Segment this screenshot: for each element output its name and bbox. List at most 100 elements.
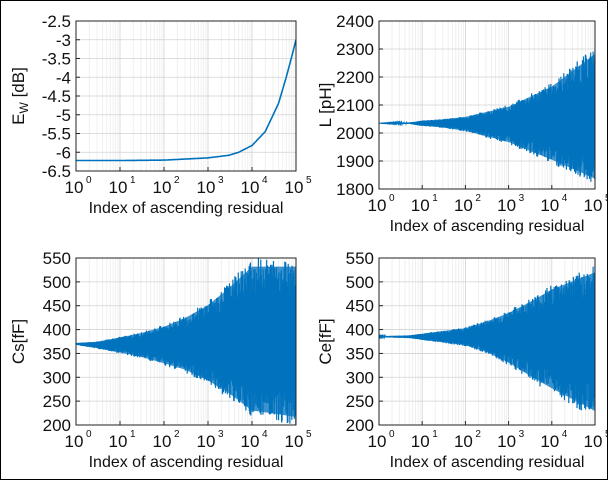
y-axis-label: Cs[fF] <box>9 319 28 364</box>
y-tick-label: -3 <box>56 31 71 50</box>
x-tick-label: 10 <box>285 178 304 197</box>
x-tick-label: 10 <box>109 432 128 451</box>
y-axis-label: EW [dB] <box>9 67 31 125</box>
y-tick-label: 550 <box>43 249 71 268</box>
y-tick-label: 2400 <box>336 12 374 31</box>
x-tick-exponent: 0 <box>389 429 395 440</box>
series-envelope <box>379 272 595 411</box>
x-tick-label: 10 <box>584 196 603 215</box>
x-tick-exponent: 3 <box>519 193 525 204</box>
y-tick-label: -5.5 <box>42 125 71 144</box>
axes-box <box>378 257 596 426</box>
y-tick-label: -6 <box>56 143 71 162</box>
x-tick-label: 10 <box>65 432 84 451</box>
y-tick-label: 400 <box>346 321 374 340</box>
x-axis-label: Index of ascending residual <box>89 454 284 471</box>
y-tick-label: 450 <box>346 297 374 316</box>
x-tick-label: 10 <box>497 432 516 451</box>
y-tick-label: 2100 <box>336 96 374 115</box>
x-tick-exponent: 0 <box>86 175 92 186</box>
x-tick-label: 10 <box>411 196 430 215</box>
series-group <box>76 39 296 162</box>
x-tick-exponent: 1 <box>130 175 136 186</box>
y-tick-label: 300 <box>346 368 374 387</box>
series-envelope <box>76 266 296 417</box>
x-tick-exponent: 1 <box>432 429 438 440</box>
x-tick-label: 10 <box>411 432 430 451</box>
y-tick-label: -3.5 <box>42 50 71 69</box>
x-tick-exponent: 4 <box>562 429 568 440</box>
y-axis-label: L [pH] <box>316 83 335 128</box>
chart-panel-ce: 1001011021031041052002503003504004505005… <box>316 249 607 471</box>
y-tick-label: 2000 <box>336 124 374 143</box>
y-tick-label: 250 <box>43 392 71 411</box>
x-tick-exponent: 1 <box>130 429 136 440</box>
y-tick-label: 350 <box>43 344 71 363</box>
x-axis-label: Index of ascending residual <box>390 218 585 235</box>
x-tick-label: 10 <box>109 178 128 197</box>
y-tick-label: 1900 <box>336 152 374 171</box>
x-tick-label: 10 <box>241 432 260 451</box>
x-tick-label: 10 <box>197 178 216 197</box>
y-tick-label: 250 <box>346 392 374 411</box>
y-tick-label: 2300 <box>336 40 374 59</box>
y-tick-label: -6.5 <box>42 162 71 181</box>
x-tick-exponent: 2 <box>475 429 481 440</box>
x-tick-label: 10 <box>497 196 516 215</box>
x-tick-label: 10 <box>540 196 559 215</box>
x-tick-label: 10 <box>584 432 603 451</box>
x-tick-exponent: 1 <box>432 193 438 204</box>
series-envelope <box>379 53 595 179</box>
axes-box <box>75 257 297 426</box>
x-tick-exponent: 3 <box>218 429 224 440</box>
x-tick-exponent: 0 <box>389 193 395 204</box>
y-tick-label: 550 <box>346 249 374 268</box>
chart-panel-L: 1001011021031041051800190020002100220023… <box>316 12 607 235</box>
x-tick-label: 10 <box>454 432 473 451</box>
x-tick-exponent: 5 <box>605 193 607 204</box>
x-tick-exponent: 5 <box>605 429 607 440</box>
x-tick-exponent: 5 <box>306 175 312 186</box>
x-tick-exponent: 3 <box>519 429 525 440</box>
chart-panel-ew: 10 0 10 1 10 2 10 3 10 4 10 5-6.5-6-5.5-5-4.5-4-3.5… <box>9 12 312 217</box>
x-tick-label: 10 <box>368 196 387 215</box>
x-tick-exponent: 4 <box>262 175 268 186</box>
x-tick-label: 10 <box>454 196 473 215</box>
y-tick-label: 450 <box>43 297 71 316</box>
x-tick-label: 10 <box>241 178 260 197</box>
x-tick-exponent: 5 <box>306 429 312 440</box>
y-tick-label: 2200 <box>336 68 374 87</box>
y-tick-label: 300 <box>43 368 71 387</box>
x-axis-label: Index of ascending residual <box>89 200 284 217</box>
x-tick-exponent: 2 <box>174 175 180 186</box>
x-tick-label: 10 <box>153 432 172 451</box>
y-tick-label: -5 <box>56 106 71 125</box>
x-axis-label: Index of ascending residual <box>390 454 585 471</box>
x-tick-exponent: 2 <box>174 429 180 440</box>
chart-panel-cs: 10 0 10 1 10 2 10 3 10 4 10 52002503003504004505005… <box>9 249 312 471</box>
y-axis-label: Ce[fF] <box>316 318 335 364</box>
x-tick-label: 10 <box>285 432 304 451</box>
y-tick-label: -4 <box>56 68 71 87</box>
y-tick-label: 200 <box>346 416 374 435</box>
y-tick-label: 500 <box>346 273 374 292</box>
series-group <box>379 265 595 411</box>
x-tick-label: 10 <box>540 432 559 451</box>
x-tick-exponent: 4 <box>562 193 568 204</box>
y-tick-label: 400 <box>43 321 71 340</box>
y-tick-label: 200 <box>43 416 71 435</box>
y-tick-label: 500 <box>43 273 71 292</box>
x-tick-exponent: 4 <box>262 429 268 440</box>
x-tick-label: 10 <box>65 178 84 197</box>
series-group <box>76 258 296 425</box>
x-tick-exponent: 2 <box>475 193 481 204</box>
series-group <box>379 49 595 182</box>
x-tick-label: 10 <box>368 432 387 451</box>
y-tick-label: 1800 <box>336 180 374 199</box>
x-tick-exponent: 0 <box>86 429 92 440</box>
y-tick-label: 350 <box>346 344 374 363</box>
y-tick-label: -4.5 <box>42 87 71 106</box>
series-line <box>76 39 296 162</box>
